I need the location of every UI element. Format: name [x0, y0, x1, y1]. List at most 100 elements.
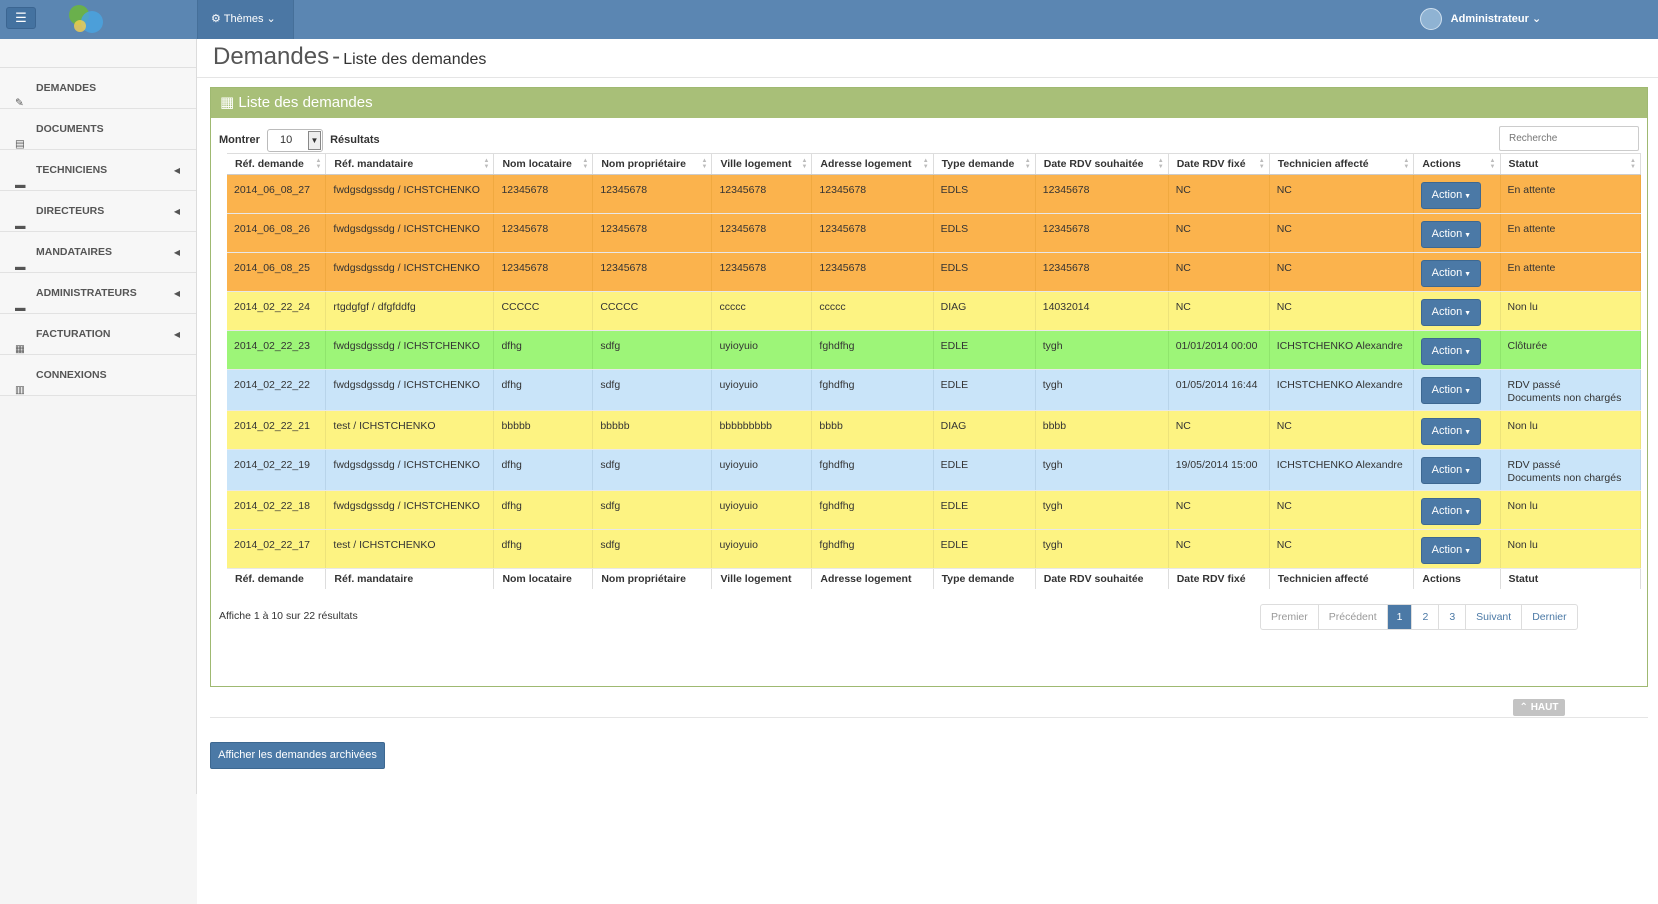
- action-button-label: Action: [1431, 345, 1463, 357]
- caret-down-icon: ▼: [1462, 232, 1472, 239]
- action-button[interactable]: Action ▼: [1421, 377, 1482, 404]
- action-button-label: Action: [1431, 384, 1463, 396]
- briefcase-icon: ▬: [15, 260, 26, 273]
- action-button[interactable]: Action ▼: [1421, 221, 1482, 248]
- action-button[interactable]: Action ▼: [1421, 457, 1482, 484]
- column-header[interactable]: Statut ▲ ▼: [1500, 153, 1641, 175]
- status-cell: Clôturée: [1500, 330, 1641, 370]
- show-archived-button[interactable]: Afficher les demandes archivées: [210, 742, 385, 769]
- pagination-previous[interactable]: Précédent: [1319, 605, 1388, 629]
- column-header[interactable]: Type demande ▲ ▼: [933, 153, 1036, 175]
- table-cell: 2014_06_08_27: [227, 174, 327, 214]
- back-to-top-label: HAUT: [1530, 702, 1559, 713]
- column-header[interactable]: Technicien affecté ▲ ▼: [1269, 153, 1415, 175]
- pagination-next[interactable]: Suivant: [1466, 605, 1523, 629]
- pagination-last[interactable]: Dernier: [1532, 611, 1567, 623]
- actions-cell: Action ▼: [1413, 490, 1501, 530]
- sidebar-item-directeurs[interactable]: ▬ DIRECTEURS ◀: [0, 191, 196, 232]
- column-header[interactable]: Date RDV souhaitée ▲ ▼: [1035, 153, 1169, 175]
- back-to-top-button[interactable]: ⌃ HAUT: [1513, 699, 1565, 716]
- column-footer-label: Type demande: [941, 572, 1015, 585]
- table-cell: NC: [1269, 252, 1415, 292]
- table-cell: CCCCC: [493, 291, 594, 331]
- pagination-page-3[interactable]: 3: [1439, 605, 1467, 629]
- table-header-row: Réf. demande ▲ ▼ Réf. mandataire ▲ ▼ Nom loc…: [227, 153, 1641, 175]
- table-cell: uyioyuio: [711, 449, 813, 491]
- table-cell: ICHSTCHENKO Alexandre: [1269, 449, 1415, 491]
- column-footer: Nom locataire: [493, 568, 594, 589]
- column-header[interactable]: Nom locataire ▲ ▼: [493, 153, 594, 175]
- sidebar-item-label: CONNEXIONS: [36, 369, 107, 381]
- sidebar-item-documents[interactable]: ▤ DOCUMENTS: [0, 109, 196, 150]
- sidebar-item-facturation[interactable]: ▦ FACTURATION ◀: [0, 314, 196, 355]
- action-button[interactable]: Action ▼: [1421, 498, 1482, 525]
- table-cell: 2014_06_08_25: [227, 252, 327, 292]
- column-footer: Technicien affecté: [1269, 568, 1415, 589]
- column-header[interactable]: Actions ▲ ▼: [1413, 153, 1501, 175]
- table-cell: tygh: [1035, 369, 1169, 411]
- table-info: Affiche 1 à 10 sur 22 résultats: [219, 610, 358, 622]
- column-header[interactable]: Réf. mandataire ▲ ▼: [325, 153, 495, 175]
- action-button[interactable]: Action ▼: [1421, 537, 1482, 564]
- table-cell: test / ICHSTCHENKO: [325, 529, 495, 569]
- column-header-label: Type demande: [941, 158, 1015, 170]
- column-footer: Nom propriétaire: [592, 568, 713, 589]
- action-button-label: Action: [1431, 267, 1463, 279]
- table-footer-row: Réf. demande Réf. mandataire Nom locataire…: [227, 568, 1641, 589]
- table-cell: EDLE: [933, 490, 1036, 530]
- sidebar-item-mandataires[interactable]: ▬ MANDATAIRES ◀: [0, 232, 196, 273]
- status-cell: Non lu: [1500, 490, 1641, 530]
- caret-down-icon: ▼: [1462, 548, 1472, 555]
- column-header-label: Nom locataire: [502, 158, 572, 170]
- sidebar-item-connexions[interactable]: ▥ CONNEXIONS: [0, 355, 196, 396]
- sidebar-item-demandes[interactable]: ✎ DEMANDES: [0, 68, 196, 109]
- search-input[interactable]: [1499, 126, 1639, 151]
- actions-cell: Action ▼: [1413, 291, 1501, 331]
- status-text: Non lu: [1507, 539, 1538, 551]
- table-cell: 2014_02_22_17: [227, 529, 327, 569]
- column-header[interactable]: Date RDV fixé ▲ ▼: [1168, 153, 1270, 175]
- column-header-label: Réf. mandataire: [334, 158, 414, 170]
- action-button[interactable]: Action ▼: [1421, 338, 1482, 365]
- page-length-select[interactable]: 10 ▼: [267, 128, 324, 152]
- page-length-value: 10: [280, 133, 293, 146]
- bar-chart-icon: ▥: [15, 383, 25, 396]
- table-row: 2014_02_22_21 test / ICHSTCHENKO bbbbb bbbb…: [227, 410, 1641, 450]
- file-icon: ▤: [15, 137, 25, 150]
- column-header[interactable]: Ville logement ▲ ▼: [711, 153, 813, 175]
- column-footer: Réf. demande: [227, 568, 327, 589]
- column-header[interactable]: Adresse logement ▲ ▼: [811, 153, 934, 175]
- sidebar-item-administrateurs[interactable]: ▬ ADMINISTRATEURS ◀: [0, 273, 196, 314]
- action-button[interactable]: Action ▼: [1421, 260, 1482, 287]
- table-cell: 12345678: [711, 174, 813, 214]
- column-header[interactable]: Réf. demande ▲ ▼: [227, 153, 327, 175]
- action-button[interactable]: Action ▼: [1421, 299, 1482, 326]
- caret-left-icon: ◀: [173, 289, 180, 298]
- table-cell: bbbb: [811, 410, 934, 450]
- status-text: RDV passé: [1507, 379, 1561, 391]
- table-cell: tygh: [1035, 449, 1169, 491]
- themes-menu[interactable]: ⚙ Thèmes ⌄: [197, 0, 294, 39]
- caret-left-icon: ◀: [173, 330, 180, 339]
- sidebar-item-techniciens[interactable]: ▬ TECHNICIENS ◀: [0, 150, 196, 191]
- column-header-label: Adresse logement: [820, 158, 912, 170]
- pagination-first[interactable]: Premier: [1261, 605, 1319, 629]
- table-row: 2014_02_22_17 test / ICHSTCHENKO dfhg sdfg u…: [227, 529, 1641, 569]
- action-button[interactable]: Action ▼: [1421, 418, 1482, 445]
- sidebar-item-label: DEMANDES: [36, 82, 97, 94]
- status-text: Non lu: [1507, 500, 1538, 512]
- user-menu[interactable]: Administrateur ⌄: [1420, 6, 1541, 32]
- actions-cell: Action ▼: [1413, 369, 1501, 411]
- divider: [210, 717, 1648, 718]
- table-cell: ICHSTCHENKO Alexandre: [1269, 330, 1415, 370]
- action-button[interactable]: Action ▼: [1421, 182, 1482, 209]
- table-cell: 12345678: [1035, 213, 1169, 253]
- dropdown-arrow-icon: ▼: [308, 130, 322, 150]
- pagination-page-1[interactable]: 1: [1387, 605, 1413, 629]
- menu-toggle-button[interactable]: ☰: [6, 7, 36, 29]
- gear-icon: ⚙: [211, 13, 221, 25]
- table-cell: fwdgsdgssdg / ICHSTCHENKO: [325, 252, 495, 292]
- column-header[interactable]: Nom propriétaire ▲ ▼: [592, 153, 713, 175]
- pagination-page-2[interactable]: 2: [1412, 605, 1440, 629]
- table-cell: dfhg: [493, 490, 594, 530]
